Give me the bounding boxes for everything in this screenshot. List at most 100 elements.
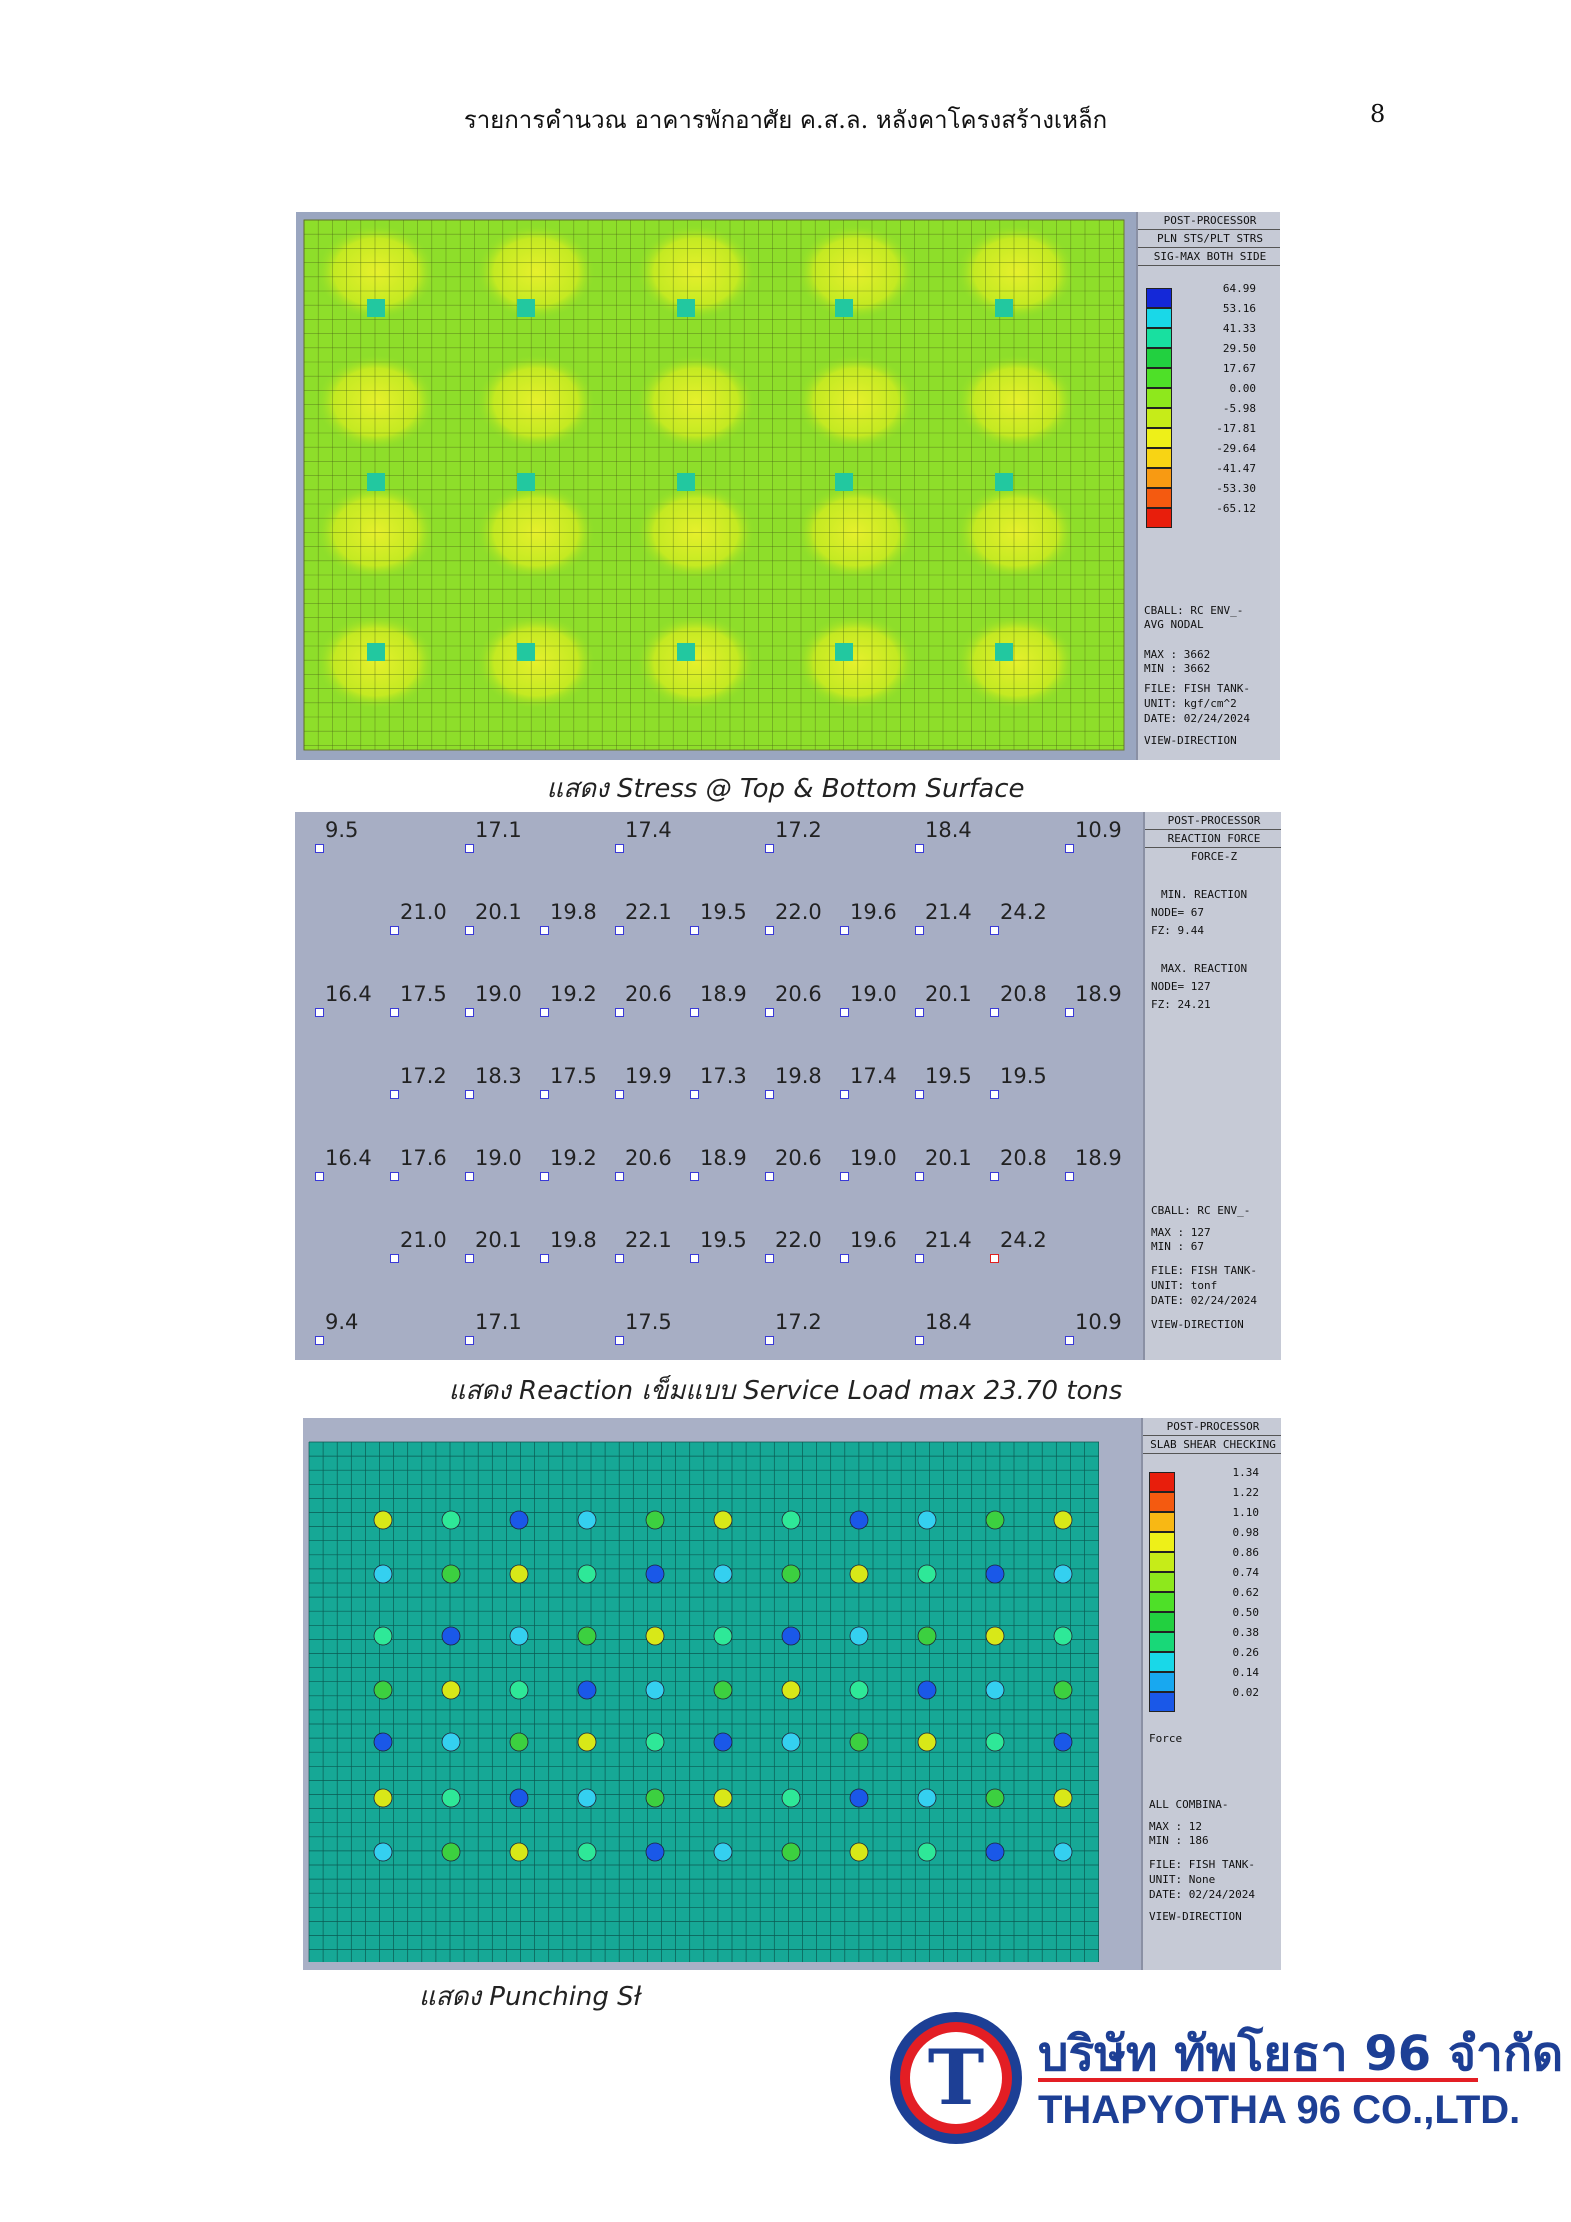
- punching-legend: 1.34 1.22 1.10 0.98 0.86 0.74 0.62 0.50 0.38 0.26…: [1147, 1466, 1277, 1722]
- pile-node: [690, 1172, 699, 1181]
- column-node: [995, 473, 1013, 491]
- reaction-value: 19.0: [850, 1146, 897, 1170]
- pile-node: [315, 1336, 324, 1345]
- pile-node: [1065, 1172, 1074, 1181]
- pile-node: [465, 926, 474, 935]
- pile-node: [1065, 844, 1074, 853]
- legend-value: 1.22: [1232, 1486, 1260, 1499]
- reaction-value: 24.2: [1000, 1228, 1047, 1252]
- column-node: [985, 1510, 1005, 1530]
- reaction-value: 19.5: [925, 1064, 972, 1088]
- pile-node: [690, 1090, 699, 1099]
- load-case: CBALL: RC ENV_-: [1151, 1204, 1251, 1217]
- legend-swatch: [1146, 348, 1172, 368]
- reaction-value: 20.1: [475, 1228, 522, 1252]
- legend-value: 0.98: [1232, 1526, 1260, 1539]
- pile-node: [540, 1008, 549, 1017]
- reaction-info-panel: POST-PROCESSOR REACTION FORCE FORCE-Z MI…: [1143, 812, 1281, 1360]
- stress-legend: 64.99 53.16 41.33 29.50 17.67 0.00 -5.98 -17.81…: [1144, 282, 1274, 538]
- column-node: [373, 1732, 393, 1752]
- reaction-value: 19.5: [700, 1228, 747, 1252]
- reaction-value: 18.9: [1075, 1146, 1122, 1170]
- pile-node: [615, 926, 624, 935]
- column-node: [917, 1626, 937, 1646]
- column-node: [677, 643, 695, 661]
- stress-zone: [956, 224, 1076, 320]
- column-node: [835, 643, 853, 661]
- stress-zone: [476, 614, 596, 710]
- reaction-value: 22.1: [625, 1228, 672, 1252]
- legend-swatch: [1149, 1672, 1175, 1692]
- column-node: [917, 1564, 937, 1584]
- page-number: 8: [1370, 100, 1386, 128]
- legend-entry: 0.62: [1149, 1586, 1259, 1612]
- pile-node: [315, 1008, 324, 1017]
- reaction-value: 19.8: [775, 1064, 822, 1088]
- column-node: [509, 1788, 529, 1808]
- pile-node: [765, 1254, 774, 1263]
- reaction-value: 21.4: [925, 900, 972, 924]
- column-node: [917, 1680, 937, 1700]
- pile-node: [765, 1336, 774, 1345]
- column-node: [781, 1510, 801, 1530]
- legend-swatch: [1146, 408, 1172, 428]
- pile-node: [990, 926, 999, 935]
- legend-swatch: [1146, 288, 1172, 308]
- column-node: [917, 1732, 937, 1752]
- reaction-value: 17.2: [400, 1064, 447, 1088]
- legend-value: 0.02: [1232, 1686, 1260, 1699]
- legend-value: 0.38: [1232, 1626, 1260, 1639]
- all-combinations: ALL COMBINA-: [1149, 1798, 1229, 1811]
- pile-node: [915, 1090, 924, 1099]
- reaction-value: 17.4: [625, 818, 672, 842]
- view-direction: VIEW-DIRECTION: [1151, 1318, 1244, 1331]
- column-node: [781, 1626, 801, 1646]
- reaction-value: 9.5: [325, 818, 359, 842]
- reaction-value: 9.4: [325, 1310, 359, 1334]
- reaction-value: 16.4: [325, 1146, 372, 1170]
- stress-zone: [316, 614, 436, 710]
- stress-zone: [476, 224, 596, 320]
- max-value: MAX : 12: [1149, 1820, 1202, 1833]
- reaction-value: 17.2: [775, 818, 822, 842]
- pile-node: [690, 1008, 699, 1017]
- pile-node: [390, 1254, 399, 1263]
- reaction-value: 21.4: [925, 1228, 972, 1252]
- legend-value: 0.74: [1232, 1566, 1260, 1579]
- panel-subtitle: PLN STS/PLT STRS: [1138, 230, 1280, 248]
- column-node: [373, 1788, 393, 1808]
- file-name: FILE: FISH TANK-: [1144, 682, 1250, 695]
- column-node: [835, 473, 853, 491]
- stress-zone: [956, 354, 1076, 450]
- column-node: [577, 1680, 597, 1700]
- pile-node: [390, 1172, 399, 1181]
- column-node: [441, 1842, 461, 1862]
- column-node: [517, 643, 535, 661]
- column-node: [1053, 1732, 1073, 1752]
- legend-entry: -29.64: [1146, 442, 1256, 468]
- stress-zone: [636, 614, 756, 710]
- stress-zone: [636, 224, 756, 320]
- column-node: [849, 1680, 869, 1700]
- stress-zone: [636, 484, 756, 580]
- column-node: [835, 299, 853, 317]
- column-node: [517, 299, 535, 317]
- column-node: [713, 1732, 733, 1752]
- column-node: [985, 1626, 1005, 1646]
- reaction-value: 20.6: [775, 982, 822, 1006]
- legend-value: 41.33: [1222, 322, 1256, 335]
- column-node: [577, 1842, 597, 1862]
- view-direction: VIEW-DIRECTION: [1149, 1910, 1242, 1923]
- min-value: MIN : 3662: [1144, 662, 1211, 675]
- column-node: [577, 1788, 597, 1808]
- legend-value: 0.14: [1232, 1666, 1260, 1679]
- reaction-value: 16.4: [325, 982, 372, 1006]
- pile-node: [915, 1172, 924, 1181]
- column-node: [645, 1626, 665, 1646]
- reaction-value: 18.4: [925, 1310, 972, 1334]
- pile-node: [540, 1090, 549, 1099]
- unit: UNIT: None: [1149, 1873, 1216, 1886]
- punching-legend-panel: POST-PROCESSOR SLAB SHEAR CHECKING 1.34 1…: [1141, 1418, 1281, 1970]
- company-logo: T บริษัท ทัพโยธา 96 จำกัด THAPYOTHA 96 C…: [890, 2008, 1563, 2158]
- reaction-value: 18.3: [475, 1064, 522, 1088]
